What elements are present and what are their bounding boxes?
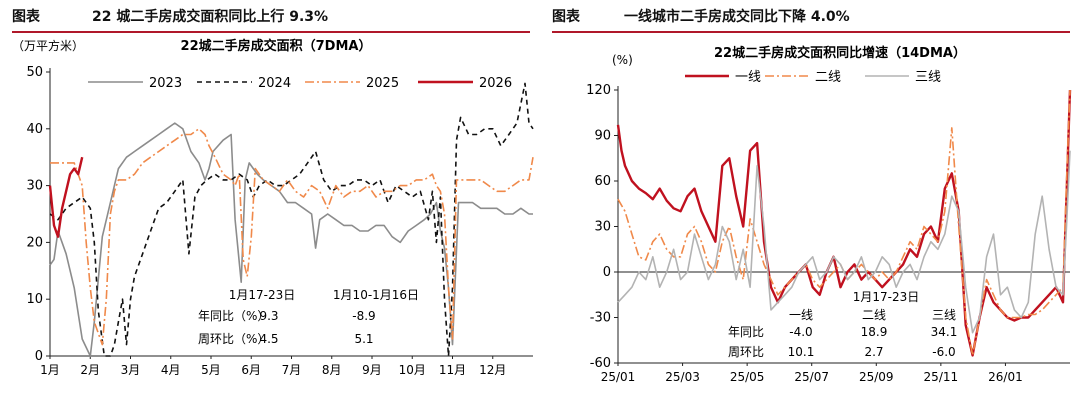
left-y-tick-label-5: 50 (26, 65, 43, 80)
left-x-tick-label-8: 9月 (362, 363, 382, 377)
right-stats-table: 1月17-23日 一线 二线 三线 年同比 -4.0 18.9 34.1 周环比… (728, 290, 957, 359)
right-table-col-1: 一线 (789, 308, 813, 322)
right-figure-title-text: 一线城市二手房成交同比下降 4.0% (624, 9, 850, 25)
right-row2-v3: -6.0 (932, 345, 955, 359)
left-x-tick-label-6: 7月 (282, 363, 302, 377)
left-x-tick-label-2: 3月 (121, 363, 141, 377)
left-x-tick-label-7: 8月 (322, 363, 342, 377)
left-y-tick-label-3: 30 (26, 179, 43, 194)
left-x-tick-label-4: 5月 (201, 363, 221, 377)
left-title-rule (12, 31, 530, 33)
left-table-col2: 1月10-1月16日 (333, 288, 419, 302)
right-row1-v2: 18.9 (861, 325, 888, 339)
left-row1-v1: 9.3 (259, 309, 278, 323)
left-series-line-0 (49, 122, 533, 357)
left-series-line-3 (48, 156, 84, 238)
right-row2-label: 周环比 (728, 345, 764, 359)
right-chart-panel: 图表 一线城市二手房成交同比下降 4.0% 22城二手房成交面积同比增速（14D… (540, 0, 1080, 401)
left-x-tick-label-3: 4月 (161, 363, 181, 377)
right-row1-v3: 34.1 (931, 325, 958, 339)
left-y-tick-label-2: 20 (26, 235, 43, 250)
right-row1-label: 年同比 (728, 325, 764, 339)
right-x-tick-label-0: 25/01 (601, 370, 636, 384)
right-table-col-2: 二线 (862, 308, 886, 322)
right-y-tick-label-5: 90 (594, 129, 611, 144)
left-unit-label: （万平方米） (12, 38, 84, 53)
left-x-tick-label-10: 11月 (439, 363, 466, 377)
left-x-tick-label-9: 10月 (399, 363, 426, 377)
left-stats-table: 1月17-23日 1月10-1月16日 年同比（%） 9.3 -8.9 周环比（… (198, 288, 419, 346)
right-legend-label-2: 三线 (915, 70, 941, 85)
left-legend-label-2: 2025 (366, 76, 399, 91)
left-row1-v2: -8.9 (352, 309, 375, 323)
right-series-line-2 (617, 150, 1071, 334)
right-legend-label-0: 一线 (735, 70, 761, 85)
left-x-tick-label-1: 2月 (80, 363, 100, 377)
left-figure-title: 图表 22 城二手房成交面积同比上行 9.3% (12, 6, 528, 30)
left-y-tick-label-4: 40 (26, 122, 43, 137)
left-table-col1: 1月17-23日 (229, 288, 296, 302)
left-chart-panel: 图表 22 城二手房成交面积同比上行 9.3% 22城二手房成交面积（7DMA）… (12, 6, 534, 377)
right-chart-title: 22城二手房成交面积同比增速（14DMA） (714, 45, 966, 61)
right-x-tick-label-3: 25/07 (794, 370, 829, 384)
left-line-chart: 22城二手房成交面积（7DMA） （万平方米） 0 10 20 30 40 50 1月 2月 3… (12, 38, 534, 377)
right-figure-prefix: 图表 (552, 9, 580, 25)
right-y-tick-label-6: 120 (586, 83, 611, 98)
right-series-line-0 (616, 89, 1072, 357)
left-figure-prefix: 图表 (12, 9, 40, 25)
left-legend-label-3: 2026 (479, 76, 512, 91)
left-x-tick-label-0: 1月 (40, 363, 60, 377)
right-row2-v2: 2.7 (864, 345, 883, 359)
left-legend-label-1: 2024 (258, 76, 291, 91)
left-series-line-1 (49, 82, 534, 357)
right-unit-label: (%) (612, 53, 633, 67)
left-x-tick-label-5: 6月 (241, 363, 261, 377)
left-y-tick-label-1: 10 (26, 292, 43, 307)
right-x-tick-label-1: 25/03 (665, 370, 700, 384)
right-y-tick-label-2: 0 (603, 265, 611, 280)
left-figure-title-text: 22 城二手房成交面积同比上行 9.3% (92, 9, 329, 25)
right-x-tick-label-4: 25/09 (859, 370, 894, 384)
right-line-chart: 22城二手房成交面积同比增速（14DMA） (%) -60 -30 0 30 60 90 1… (586, 45, 1072, 384)
right-table-col-3: 三线 (932, 308, 956, 322)
right-y-tick-label-0: -60 (590, 356, 611, 371)
right-y-tick-label-3: 30 (594, 220, 611, 235)
left-legend-label-0: 2023 (149, 76, 182, 91)
left-row2-v2: 5.1 (354, 332, 373, 346)
right-table-period: 1月17-23日 (853, 290, 920, 304)
right-x-tick-label-5: 25/11 (924, 370, 959, 384)
left-row2-v1: 4.5 (259, 332, 278, 346)
left-row1-label: 年同比（%） (198, 309, 269, 323)
right-x-tick-label-6: 26/01 (988, 370, 1023, 384)
left-y-tick-label-0: 0 (35, 349, 43, 364)
left-row2-label: 周环比（%） (198, 332, 269, 346)
right-y-tick-label-1: -30 (590, 311, 611, 326)
left-series-line-2 (50, 128, 534, 346)
right-title-rule (552, 31, 1070, 33)
left-x-tick-label-11: 12月 (479, 363, 506, 377)
left-chart-title: 22城二手房成交面积（7DMA） (181, 38, 372, 54)
right-x-tick-label-2: 25/05 (730, 370, 765, 384)
right-series-line-1 (617, 89, 1071, 357)
right-y-tick-label-4: 60 (594, 174, 611, 189)
right-row1-v1: -4.0 (789, 325, 812, 339)
right-figure-title: 图表 一线城市二手房成交同比下降 4.0% (552, 6, 1068, 30)
right-legend-label-1: 二线 (815, 70, 841, 85)
right-row2-v1: 10.1 (788, 345, 815, 359)
